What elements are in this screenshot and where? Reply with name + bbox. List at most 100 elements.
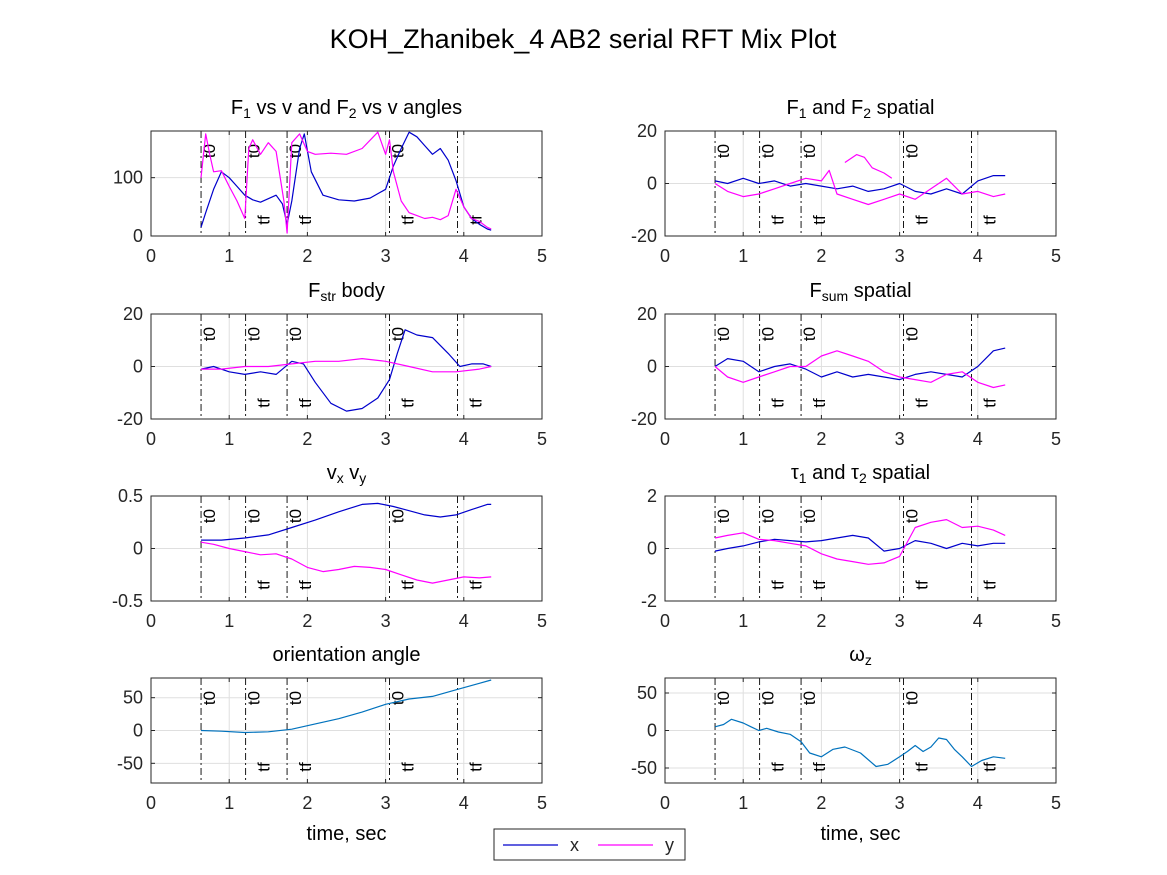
title-part: body — [336, 280, 385, 302]
t0-label: t0 — [903, 509, 922, 523]
title-part: v — [344, 462, 360, 484]
t0-label: t0 — [759, 144, 778, 158]
x-tick-label: 0 — [660, 611, 670, 631]
x-tick-label: 4 — [973, 246, 983, 266]
t0-label: t0 — [286, 691, 305, 705]
t0-label: t0 — [245, 144, 264, 158]
x-tick-label: 2 — [816, 429, 826, 449]
y-tick-label: 20 — [637, 304, 657, 324]
axes-title: ωz — [849, 644, 872, 668]
legend-label-x: x — [570, 835, 579, 855]
axes-title: orientation angle — [273, 644, 421, 666]
y-tick-label: 20 — [637, 121, 657, 141]
x-tick-label: 2 — [816, 246, 826, 266]
event-markers — [714, 314, 972, 419]
title-subscript: z — [865, 652, 872, 668]
t0-label: t0 — [714, 691, 733, 705]
tf-label: tf — [296, 398, 315, 408]
title-subscript: 2 — [349, 105, 357, 121]
tf-label: tf — [913, 580, 932, 590]
tf-label: tf — [255, 762, 274, 772]
legend-label-y: y — [665, 835, 674, 855]
y-tick-label: -50 — [631, 758, 657, 778]
tf-label: tf — [255, 398, 274, 408]
t0-label: t0 — [759, 691, 778, 705]
figure-title: KOH_Zhanibek_4 AB2 serial RFT Mix Plot — [330, 24, 837, 54]
series-line-y — [714, 350, 1006, 389]
y-tick-label: 0.5 — [118, 486, 143, 506]
y-tick-label: -20 — [117, 409, 143, 429]
x-tick-label: 0 — [660, 793, 670, 813]
event-markers — [714, 131, 972, 236]
series-group — [200, 502, 492, 584]
x-tick-label: 3 — [381, 793, 391, 813]
x-tick-label: 4 — [973, 793, 983, 813]
y-tick-label: 0 — [133, 357, 143, 377]
t0-label: t0 — [200, 691, 219, 705]
series-line-x — [201, 502, 492, 541]
tf-label: tf — [467, 580, 486, 590]
x-tick-label: 5 — [1051, 246, 1061, 266]
tf-label: tf — [467, 398, 486, 408]
x-tick-label: 2 — [302, 246, 312, 266]
x-tick-label: 3 — [895, 246, 905, 266]
x-tick-label: 1 — [224, 611, 234, 631]
event-markers — [200, 131, 458, 236]
tf-label: tf — [399, 398, 418, 408]
axes-title: F1 and F2 spatial — [787, 97, 935, 121]
series-line-x — [200, 131, 492, 231]
x-tick-label: 5 — [537, 429, 547, 449]
event-markers — [714, 496, 972, 601]
series-group — [714, 518, 1006, 565]
y-tick-label: 0 — [647, 721, 657, 741]
t0-label: t0 — [714, 144, 733, 158]
title-subscript: sum — [822, 288, 848, 304]
series-line-x — [714, 534, 1006, 552]
series-line-x — [714, 175, 1006, 195]
x-tick-label: 5 — [1051, 611, 1061, 631]
title-subscript: str — [320, 288, 336, 304]
t0-label: t0 — [389, 144, 408, 158]
series-line-y — [844, 154, 893, 179]
tf-label: tf — [296, 215, 315, 225]
tf-label: tf — [255, 215, 274, 225]
title-part: spatial — [871, 97, 934, 119]
x-tick-label: 4 — [973, 611, 983, 631]
t0-label: t0 — [903, 691, 922, 705]
y-tick-label: 20 — [123, 304, 143, 324]
title-part: F — [308, 280, 320, 302]
t0-label: t0 — [245, 691, 264, 705]
y-tick-label: 0 — [133, 226, 143, 246]
title-subscript: 2 — [859, 470, 867, 486]
series-group — [714, 154, 1006, 206]
y-tick-label: -20 — [631, 226, 657, 246]
y-tick-label: 0 — [133, 721, 143, 741]
title-part: spatial — [867, 462, 930, 484]
tf-label: tf — [399, 762, 418, 772]
y-tick-label: 50 — [123, 688, 143, 708]
x-tick-label: 4 — [459, 246, 469, 266]
x-tick-label: 2 — [302, 793, 312, 813]
x-tick-label: 1 — [738, 611, 748, 631]
t0-label: t0 — [759, 327, 778, 341]
t0-label: t0 — [714, 509, 733, 523]
y-tick-label: 50 — [637, 683, 657, 703]
y-tick-label: -2 — [641, 591, 657, 611]
title-subscript: 1 — [243, 105, 251, 121]
tf-label: tf — [769, 215, 788, 225]
tf-label: tf — [399, 215, 418, 225]
x-tick-label: 5 — [1051, 793, 1061, 813]
x-tick-label: 3 — [895, 429, 905, 449]
x-tick-label: 4 — [459, 429, 469, 449]
axes-title: Fstr body — [308, 280, 385, 304]
title-subscript: y — [359, 470, 366, 486]
x-tick-label: 1 — [224, 429, 234, 449]
tf-label: tf — [255, 580, 274, 590]
series-group — [200, 679, 492, 734]
y-tick-label: 0 — [647, 539, 657, 559]
x-tick-label: 4 — [459, 793, 469, 813]
x-tick-label: 2 — [816, 611, 826, 631]
